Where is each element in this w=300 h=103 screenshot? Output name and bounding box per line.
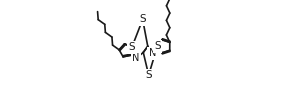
Text: S: S: [139, 14, 146, 24]
Text: S: S: [129, 42, 135, 52]
Text: N: N: [148, 48, 156, 58]
Text: N: N: [132, 53, 140, 63]
Text: S: S: [154, 41, 161, 51]
Text: S: S: [145, 70, 152, 80]
